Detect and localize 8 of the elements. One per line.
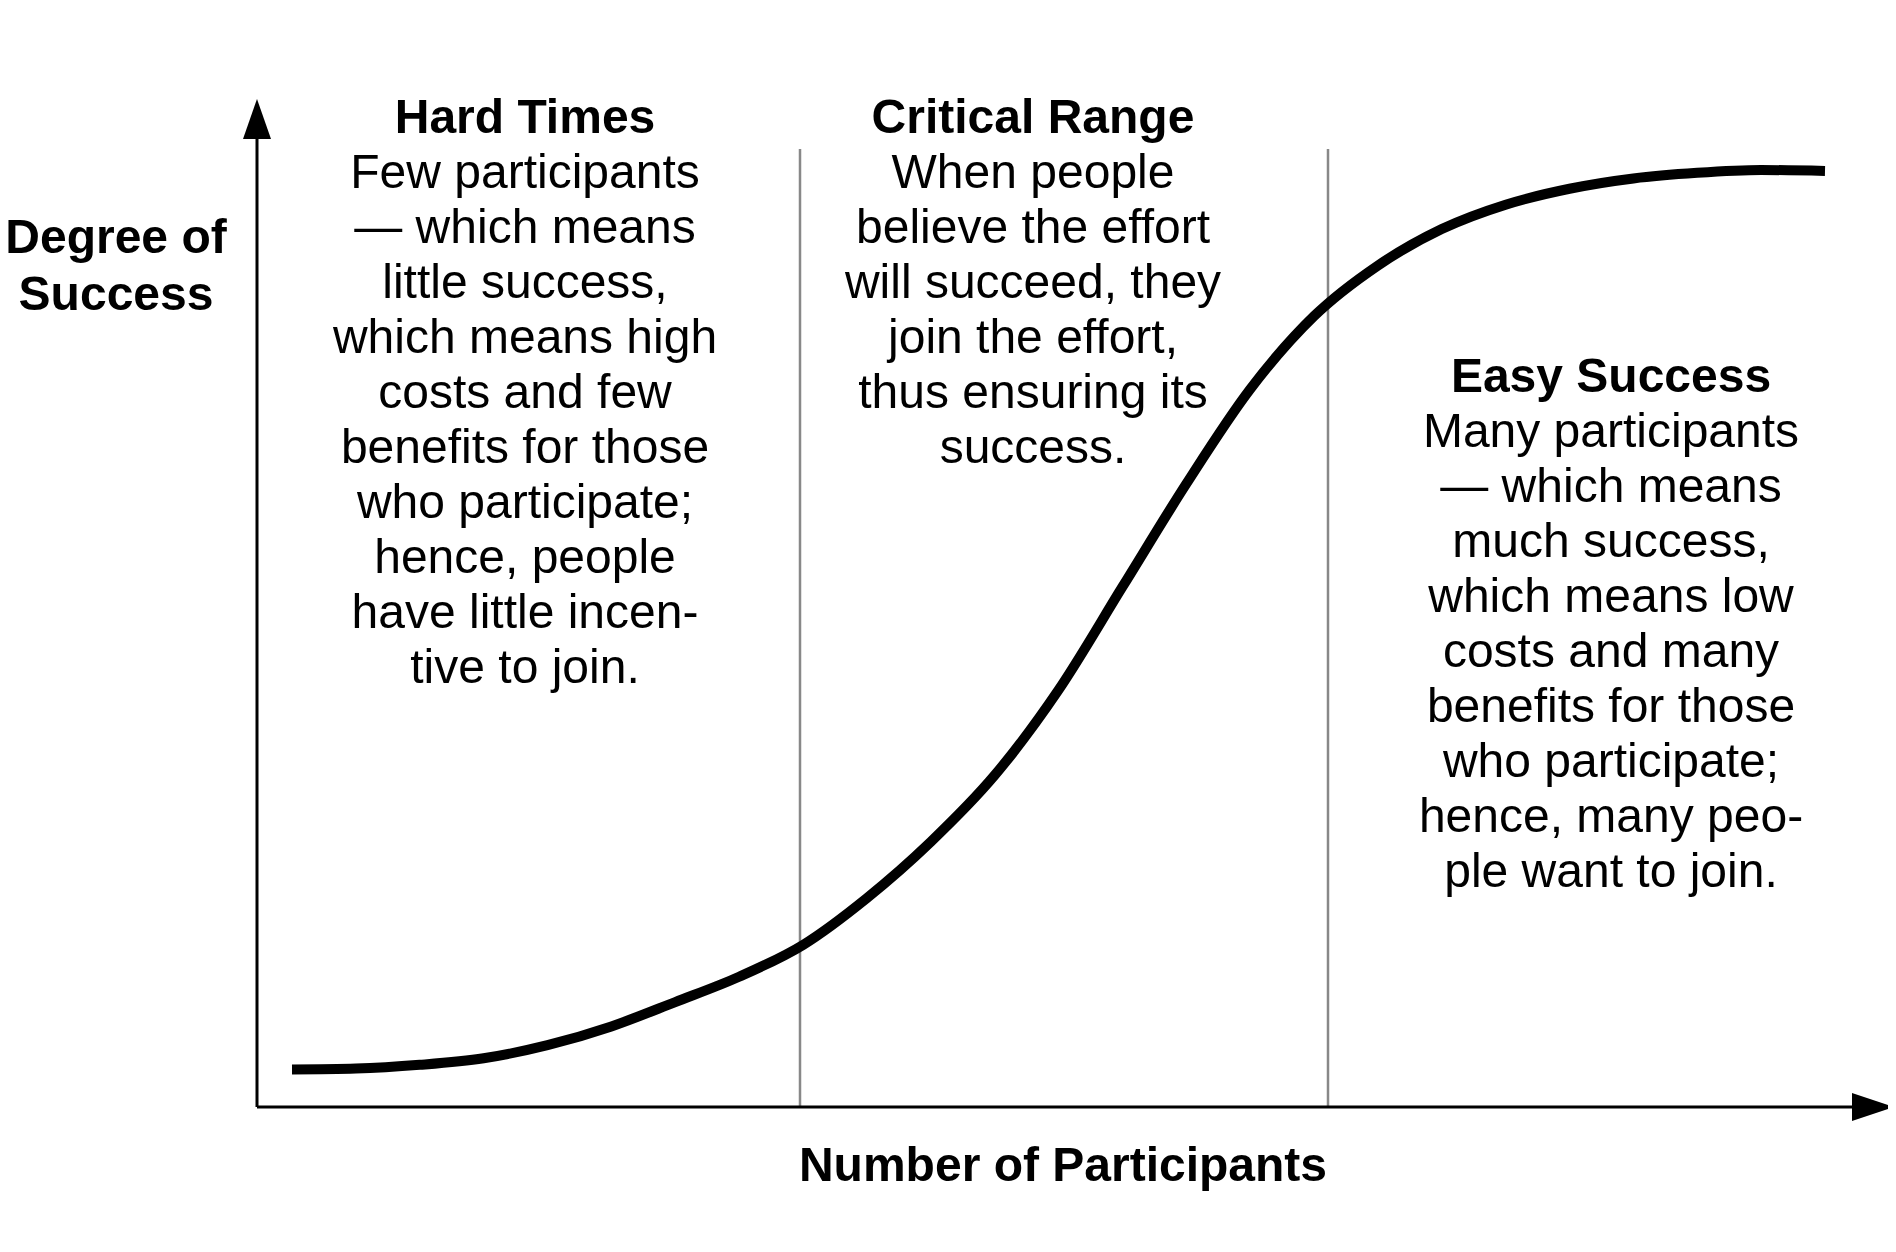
text: Hard Times [394,90,656,144]
annotation: Easy Success [1450,349,1772,403]
y-axis-title: Degree of Success [5,210,228,320]
x-axis-title: Number of Participants [798,1138,1328,1191]
text: Critical Range [871,90,1195,144]
annotation: When people believe the effort will succeed, they join the effort, thus ensuring its success. [843,145,1222,474]
text: Many participants — which means much success, which means low costs and many benefits for those who participate; hence, many peo- ple want to join. [1418,404,1804,898]
text: Few participants — which means little success, which means high costs and few benefits for those who participate; hence, people have little incen- tive to join. [332,145,718,694]
